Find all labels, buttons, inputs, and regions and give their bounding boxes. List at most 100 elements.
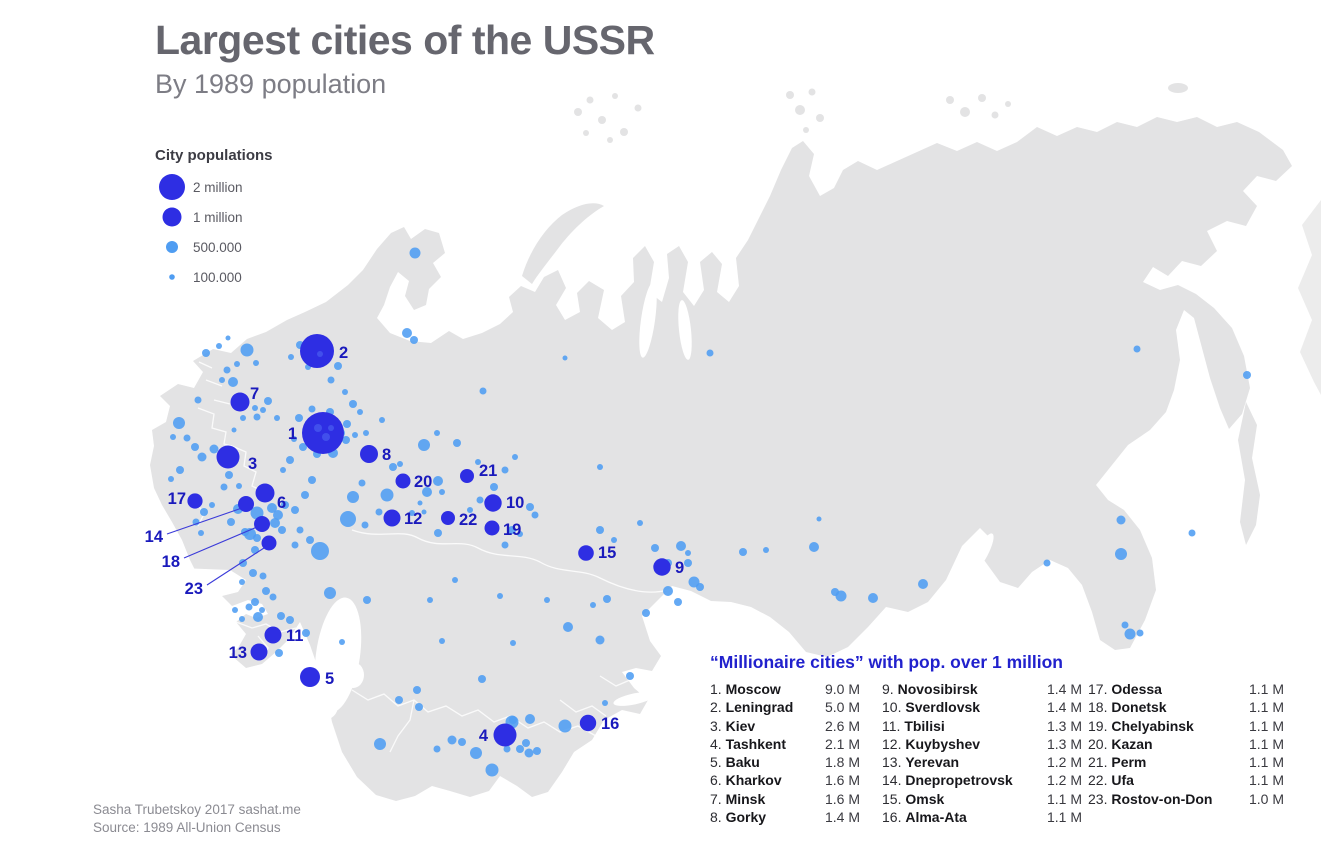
minor-city-dot <box>225 335 231 341</box>
minor-city-dot <box>526 503 534 511</box>
minor-city-dot <box>253 612 263 622</box>
metro-accent-dot <box>328 425 334 431</box>
minor-city-dot <box>194 396 202 404</box>
table-row: 14. Dnepropetrovsk 1.2 M <box>882 771 1082 789</box>
city-name: 23. Rostov-on-Don <box>1088 790 1213 807</box>
city-name: 14. Dnepropetrovsk <box>882 772 1013 789</box>
header: Largest cities of the USSR By 1989 popul… <box>155 17 655 100</box>
legend-label: 500.000 <box>193 239 242 255</box>
minor-city-dot <box>562 355 568 361</box>
minor-city-dot <box>596 526 604 534</box>
minor-city-dot <box>361 521 369 529</box>
city-rank-label: 15 <box>598 544 616 562</box>
minor-city-dot <box>245 603 253 611</box>
city-rank-label: 16 <box>601 715 619 733</box>
minor-city-dot <box>264 397 272 405</box>
minor-city-dot <box>219 377 225 383</box>
minor-city-dot <box>363 430 369 436</box>
minor-city-dot <box>274 415 280 421</box>
major-city-dot <box>360 445 378 463</box>
minor-city-dot <box>739 548 747 556</box>
minor-city-dot <box>253 534 261 542</box>
city-population: 1.1 M <box>1248 754 1284 771</box>
major-city-dot <box>264 626 282 644</box>
minor-city-dot <box>236 483 242 489</box>
minor-city-dot <box>395 696 403 704</box>
city-name: 2. Leningrad <box>710 699 794 716</box>
table-row: 20. Kazan 1.1 M <box>1088 735 1284 753</box>
minor-city-dot <box>267 503 277 513</box>
minor-city-dot <box>1124 628 1136 640</box>
minor-city-dot <box>286 456 294 464</box>
legend-item: 2 million <box>155 172 355 202</box>
minor-city-dot <box>417 500 423 506</box>
city-population: 1.1 M <box>1248 772 1284 789</box>
legend-item: 1 million <box>155 202 355 232</box>
minor-city-dot <box>277 612 285 620</box>
minor-city-dot <box>280 467 286 473</box>
major-city-dot <box>441 511 455 525</box>
city-name: 6. Kharkov <box>710 772 782 789</box>
minor-city-dot <box>252 405 258 411</box>
city-name: 16. Alma-Ata <box>882 809 967 826</box>
legend-circle <box>162 207 182 227</box>
city-name: 13. Yerevan <box>882 754 960 771</box>
table-row: 13. Yerevan 1.2 M <box>882 753 1082 771</box>
minor-city-dot <box>308 476 316 484</box>
leader-line <box>206 547 265 586</box>
minor-city-dot <box>524 748 534 758</box>
metro-accent-dot <box>322 433 330 441</box>
city-rank-label: 17 <box>168 490 186 508</box>
table-row: 16. Alma-Ata 1.1 M <box>882 808 1082 826</box>
legend-title: City populations <box>155 147 273 164</box>
minor-city-dot <box>427 597 433 603</box>
table-row: 11. Tbilisi 1.3 M <box>882 717 1082 735</box>
minor-city-dot <box>1116 515 1126 525</box>
minor-city-dot <box>485 763 499 777</box>
legend-label: 2 million <box>193 179 243 195</box>
table-row: 9. Novosibirsk 1.4 M <box>882 680 1082 698</box>
minor-city-dot <box>291 506 299 514</box>
city-name: 9. Novosibirsk <box>882 681 978 697</box>
city-name: 20. Kazan <box>1088 735 1153 752</box>
minor-city-dot <box>273 510 283 520</box>
page-title: Largest cities of the USSR <box>155 17 655 63</box>
table-row: 10. Sverdlovsk 1.4 M <box>882 698 1082 716</box>
aral-sea-shape <box>342 662 364 688</box>
minor-city-dot <box>262 587 270 595</box>
minor-city-dot <box>253 360 259 366</box>
city-rank-label: 6 <box>277 494 286 512</box>
minor-city-dot <box>379 417 385 423</box>
major-city-dot <box>230 392 250 412</box>
city-population: 1.1 M <box>1046 809 1082 826</box>
major-city-dot <box>484 494 502 512</box>
minor-city-dot <box>1188 529 1196 537</box>
city-population: 2.1 M <box>824 735 860 752</box>
minor-city-dot <box>299 443 307 451</box>
minor-city-dot <box>349 400 357 408</box>
minor-city-dot <box>421 509 427 515</box>
major-city-dot <box>261 535 277 551</box>
minor-city-dot <box>433 745 441 753</box>
metro-accent-dot <box>317 351 323 357</box>
size-legend: City populations 2 million 1 million 500.0… <box>155 147 355 292</box>
minor-city-dot <box>501 541 509 549</box>
minor-city-dots <box>168 247 1251 777</box>
minor-city-dot <box>286 616 294 624</box>
city-population: 1.4 M <box>1046 681 1082 697</box>
city-name: 1. Moscow <box>710 681 781 697</box>
minor-city-dot <box>334 362 342 370</box>
minor-city-dot <box>352 432 358 438</box>
table-row: 1. Moscow 9.0 M <box>710 680 860 698</box>
minor-city-dot <box>301 491 309 499</box>
minor-city-dot <box>434 430 440 436</box>
city-name: 21. Perm <box>1088 754 1147 771</box>
minor-city-dot <box>397 461 403 467</box>
major-city-dot <box>255 483 275 503</box>
minor-city-dot <box>198 530 204 536</box>
minor-city-dot <box>816 516 822 522</box>
minor-city-dot <box>452 577 458 583</box>
city-population: 1.4 M <box>1046 699 1082 716</box>
table-row: 6. Kharkov 1.6 M <box>710 771 860 789</box>
city-rank-label: 7 <box>250 385 259 403</box>
